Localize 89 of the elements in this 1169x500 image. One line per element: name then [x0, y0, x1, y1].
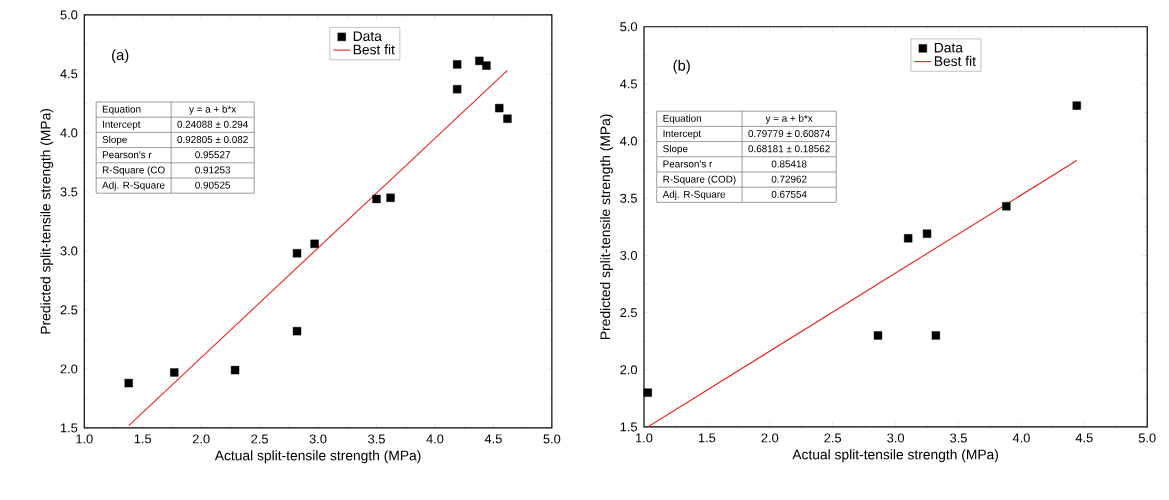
x-tick-label: 2.0: [192, 434, 210, 444]
y-tick-label: 1.5: [60, 423, 78, 433]
x-tick-label: 1.5: [698, 433, 716, 443]
annotation: Equation: [102, 105, 141, 115]
y-tick-label: 3.0: [620, 250, 638, 260]
x-tick-label: 3.0: [887, 433, 905, 443]
y-tick-label: 2.5: [620, 307, 637, 318]
point: [124, 378, 133, 388]
annotation: Slope: [102, 135, 127, 145]
x-tick-label: 1.0: [76, 434, 93, 444]
y-tick-label: 3.0: [60, 246, 78, 256]
y-tick-label: 4.5: [619, 79, 637, 89]
x-tick-label: 5.0: [543, 434, 561, 444]
annotation: Intercept: [663, 130, 702, 139]
x-axis-title: Actual split-tensile strength (MPa): [792, 449, 998, 463]
x-tick-label: 3.5: [950, 433, 967, 443]
y-axis-title: Predicted split-tensile strength (MPa): [600, 114, 613, 339]
point: [1002, 201, 1011, 211]
annotation: Equation: [663, 114, 701, 124]
x-tick-label: 2.0: [761, 433, 779, 443]
x-tick-label: 2.5: [824, 433, 842, 443]
annotation: R-Square (COD): [663, 175, 736, 185]
point: [453, 84, 462, 94]
x-tick-label: 4.5: [484, 434, 502, 444]
y-tick-label: 3.5: [620, 193, 637, 203]
x-tick-label: 4.5: [1075, 433, 1093, 443]
annotation: y = a + b*x: [189, 105, 237, 115]
annotation: 0.67554: [771, 190, 807, 198]
annotation: 0.72962: [771, 175, 807, 183]
point: [482, 61, 491, 70]
point: [931, 331, 941, 340]
annotation: y = a + b*x: [765, 114, 813, 124]
y-tick-label: 2.0: [60, 364, 78, 374]
annotation: Intercept: [103, 120, 141, 130]
annotation: 0.95527: [195, 151, 230, 159]
point: [310, 239, 319, 248]
point: [495, 103, 504, 113]
point: [386, 193, 395, 202]
y-tick-label: 5.0: [60, 10, 78, 20]
point: [643, 388, 652, 397]
y-tick-label: 2.5: [60, 305, 78, 315]
annotation: Slope: [663, 144, 688, 155]
annotation: 0.24088 ± 0.294: [177, 120, 248, 128]
x-tick-label: 4.0: [426, 434, 444, 444]
annotation: 0.92805 ± 0.082: [177, 135, 248, 143]
x-tick-label: 1.0: [636, 433, 653, 443]
y-tick-label: 4.0: [619, 136, 638, 146]
x-tick-label: 3.5: [368, 434, 385, 444]
legend-label: Data: [934, 42, 963, 53]
annotation: Adj. R-Square: [102, 181, 165, 191]
x-tick-label: 4.0: [1012, 433, 1030, 443]
y-tick-label: 3.5: [60, 187, 78, 197]
annotation: R-Square (CO: [102, 166, 165, 176]
legend-label: Data: [353, 31, 382, 41]
y-tick-label: 2.0: [620, 365, 638, 375]
y-tick-label: 5.0: [620, 22, 638, 32]
point: [904, 233, 913, 243]
annotation: Pearson's r: [663, 160, 713, 168]
point: [170, 368, 179, 377]
x-tick-label: 1.5: [134, 434, 152, 444]
x-tick-label: 5.0: [1138, 433, 1156, 443]
y-tick-label: 4.0: [60, 128, 78, 138]
annotation: (b): [673, 59, 690, 74]
x-tick-label: 2.5: [251, 434, 268, 444]
point: [453, 60, 462, 69]
annotation: 0.68181 ± 0.18562: [748, 145, 830, 153]
point: [873, 331, 883, 340]
point: [475, 56, 484, 65]
y-tick-label: 4.5: [60, 69, 78, 79]
annotation: 0.79779 ± 0.60874: [748, 129, 830, 137]
annotation: 0.91253: [195, 166, 231, 174]
annotation: (a): [112, 49, 129, 63]
point: [1072, 101, 1081, 110]
point: [292, 326, 302, 336]
annotation: Pearson's r: [102, 151, 152, 159]
point: [503, 114, 512, 123]
legend-label: Best fit: [353, 44, 395, 55]
annotation: 0.85418: [771, 160, 807, 168]
point: [922, 229, 932, 238]
x-tick-label: 3.0: [309, 434, 327, 444]
y-tick-label: 1.5: [620, 422, 637, 432]
point: [372, 194, 381, 203]
annotation: Adj. R-Square: [662, 190, 726, 200]
y-axis-title: Predicted split-tensile strength (MPa): [40, 108, 54, 334]
x-axis-title: Actual split-tensile strength (MPa): [214, 450, 421, 463]
point: [292, 248, 302, 258]
point: [230, 365, 240, 375]
legend-label: Best fit: [934, 55, 976, 66]
annotation: 0.90525: [195, 181, 231, 189]
